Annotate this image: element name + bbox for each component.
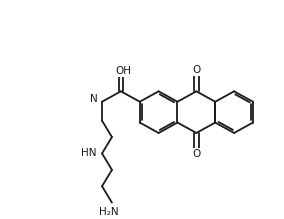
Text: O: O [192,149,201,159]
Text: OH: OH [116,66,132,76]
Text: HN: HN [81,148,96,158]
Text: N: N [90,94,98,104]
Text: O: O [192,65,201,76]
Text: H₂N: H₂N [99,207,119,217]
